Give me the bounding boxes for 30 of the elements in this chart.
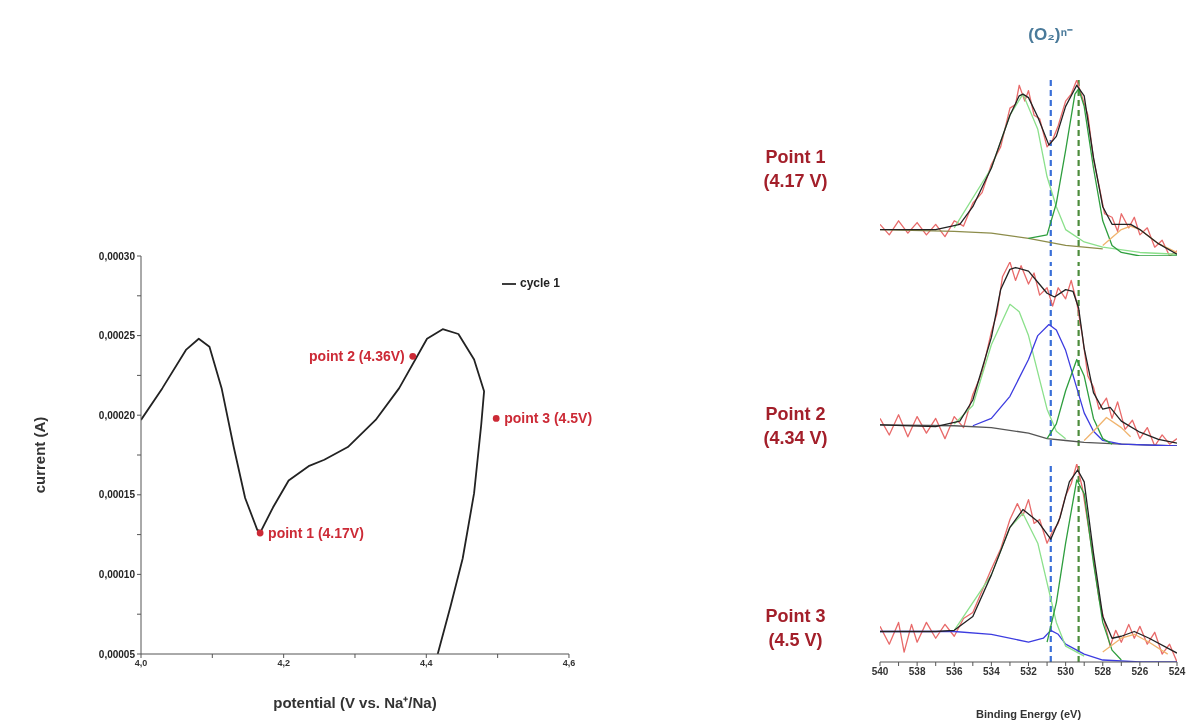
x-tick-label: 524 [1168, 666, 1186, 678]
data-label: point 2 (4.36V) [309, 348, 405, 365]
ref-line-label: (O₂)ⁿ⁻ [1028, 25, 1074, 44]
x-tick-label: 4,2 [277, 658, 290, 669]
y-tick-label: 0,00005 [98, 648, 136, 660]
x-tick-label: 4,6 [562, 658, 576, 669]
x-tick-label: 538 [908, 666, 926, 678]
data-label: point 3 (4.5V) [504, 410, 593, 427]
x-axis-title: potential (V vs. Na⁺/Na) [273, 694, 437, 711]
text: Point 1 (4.17 V) [762, 146, 829, 193]
x-tick-label: 540 [871, 666, 889, 678]
y-tick-label: 0,00025 [98, 330, 136, 342]
x-tick-label: 4,4 [420, 658, 433, 669]
y-tick-label: 0,00030 [98, 250, 136, 262]
text: Point 3 (4.5 V) [764, 605, 827, 652]
x-tick-label: 4,0 [134, 658, 148, 669]
x-tick-label: 530 [1057, 666, 1075, 678]
y-axis-title: current (A) [31, 416, 49, 494]
y-tick-label: 0,00010 [98, 568, 136, 580]
x-tick-label: 532 [1020, 666, 1038, 678]
y-tick-label: 0,00015 [98, 489, 136, 501]
x-tick-label: 536 [945, 666, 964, 678]
x-axis-title: Binding Energy (eV) [975, 708, 1082, 720]
x-tick-label: 528 [1094, 666, 1112, 678]
legend-label: cycle 1 [519, 276, 560, 290]
x-tick-label: 534 [983, 666, 1001, 678]
x-tick-label: 526 [1131, 666, 1149, 678]
y-tick-label: 0,00020 [98, 409, 136, 421]
text: Point 2 (4.34 V) [762, 403, 829, 450]
data-label: point 1 (4.17V) [268, 525, 364, 542]
